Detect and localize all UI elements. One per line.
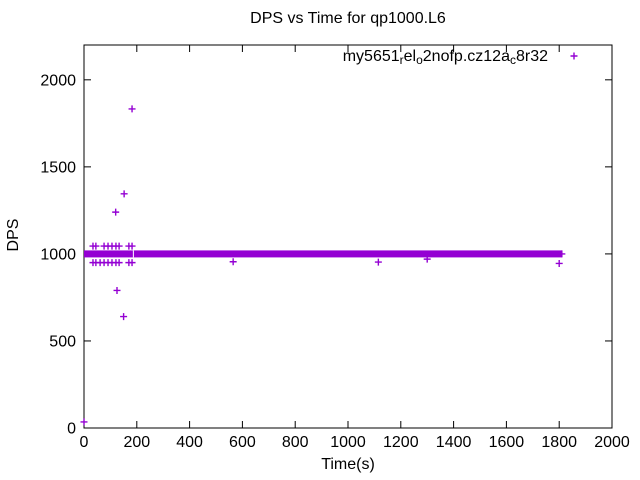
- data-point-marker: [115, 259, 123, 267]
- legend-label-part: 8r32: [516, 48, 548, 65]
- data-point-marker: [112, 208, 120, 216]
- x-tick-label: 600: [229, 434, 256, 451]
- legend-plus-marker: [570, 52, 578, 60]
- y-tick-label: 0: [67, 421, 76, 438]
- y-axis-label: DPS: [5, 219, 22, 252]
- x-tick-label: 1800: [541, 434, 577, 451]
- x-axis-label: Time(s): [321, 456, 375, 473]
- band-end-marker: [558, 250, 566, 258]
- sample-band: [84, 250, 562, 258]
- legend-label-part: el: [404, 48, 416, 65]
- data-point-marker: [128, 105, 136, 113]
- x-tick-label: 200: [123, 434, 150, 451]
- data-point-marker: [80, 418, 88, 426]
- chart-title: DPS vs Time for qp1000.L6: [250, 10, 446, 27]
- data-point-marker: [115, 242, 123, 250]
- data-point-marker: [374, 258, 382, 266]
- y-tick-label: 1000: [40, 246, 76, 263]
- x-tick-label: 1200: [383, 434, 419, 451]
- plot-border: [83, 44, 613, 429]
- data-point-marker: [128, 259, 136, 267]
- legend: my5651relo2nofp.cz12ac8r32: [343, 48, 578, 67]
- data-point-marker: [555, 259, 563, 267]
- x-tick-label: 2000: [594, 434, 630, 451]
- data-point-marker: [229, 258, 237, 266]
- x-tick-label: 400: [176, 434, 203, 451]
- data-point-marker: [120, 313, 128, 321]
- data-point-marker: [113, 286, 121, 294]
- x-tick-label: 1000: [330, 434, 366, 451]
- legend-label-subscript: c: [510, 53, 516, 67]
- x-tick-label: 0: [80, 434, 89, 451]
- x-tick-label: 800: [282, 434, 309, 451]
- data-point-marker: [128, 242, 136, 250]
- y-tick-label: 500: [49, 333, 76, 350]
- data-point-marker: [423, 255, 431, 263]
- x-tick-label: 1400: [436, 434, 472, 451]
- axis-ticks: 0 200 400 600 800 1000 1200 1400 1600 1800 2000 0 50…: [40, 45, 630, 451]
- x-tick-label: 1600: [489, 434, 525, 451]
- y-tick-label: 1500: [40, 159, 76, 176]
- legend-series-label: my5651relo2nofp.cz12ac8r32: [343, 48, 548, 67]
- data-point-marker: [92, 242, 100, 250]
- legend-label-subscript: o: [416, 53, 423, 67]
- data-point-marker: [120, 190, 128, 198]
- legend-label-part: my5651: [343, 48, 400, 65]
- data-points: [80, 105, 566, 426]
- legend-label-part: 2nofp.cz12a: [423, 48, 510, 65]
- y-tick-label: 2000: [40, 72, 76, 89]
- legend-label-subscript: r: [400, 53, 404, 67]
- band-gap: [132, 250, 134, 258]
